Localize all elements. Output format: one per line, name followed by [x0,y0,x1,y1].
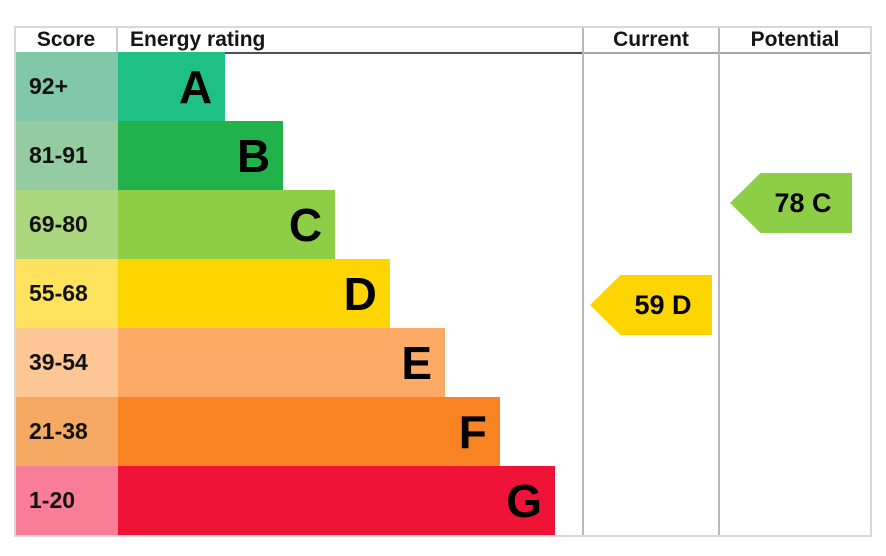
band-row-c: 69-80 C [16,190,870,259]
band-bar-cell: D [118,259,582,328]
header-energy-rating: Energy rating [118,28,582,54]
band-score-label: 55-68 [29,280,88,306]
band-bar-cell: C [118,190,582,259]
header-current: Current [582,28,718,54]
current-column-cell [582,190,718,259]
current-column-cell [582,52,718,121]
band-score-cell: 92+ [16,52,118,121]
potential-column-cell [718,328,870,397]
current-column-cell [582,121,718,190]
band-score-cell: 55-68 [16,259,118,328]
band-score-label: 39-54 [29,349,88,375]
current-column-cell [582,397,718,466]
band-bar-cell: B [118,121,582,190]
band-bar-cell: F [118,397,582,466]
current-column-cell [582,259,718,328]
band-score-cell: 1-20 [16,466,118,535]
band-bar: G [118,466,556,535]
potential-column-cell [718,466,870,535]
band-bar-cell: A [118,52,582,121]
epc-rating-table: Score Energy rating Current Potential 92… [14,26,872,537]
band-letter: B [236,129,271,182]
band-bar: B [118,121,284,190]
potential-column-cell [718,397,870,466]
current-column-cell [582,466,718,535]
current-column-cell [582,328,718,397]
band-letter: C [288,198,323,251]
band-bar-cell: E [118,328,582,397]
band-score-label: 21-38 [29,418,88,444]
potential-column-cell [718,52,870,121]
band-row-d: 55-68 D [16,259,870,328]
band-letter: E [401,336,433,389]
band-bar: A [118,52,226,121]
header-potential: Potential [718,28,870,54]
band-score-cell: 21-38 [16,397,118,466]
band-bar: D [118,259,390,328]
header-score: Score [16,28,118,54]
potential-column-cell [718,190,870,259]
band-bar: C [118,190,336,259]
band-bar: E [118,328,446,397]
current-rating-label: 59 D [634,289,692,320]
potential-column-cell [718,121,870,190]
band-row-b: 81-91 B [16,121,870,190]
potential-column-cell [718,259,870,328]
band-bar-cell: G [118,466,582,535]
band-score-cell: 39-54 [16,328,118,397]
band-letter: F [458,405,487,458]
band-score-label: 92+ [29,73,69,99]
potential-rating-label: 78 C [774,187,832,218]
band-score-label: 1-20 [29,487,76,513]
band-row-g: 1-20 G [16,466,870,535]
band-letter: D [343,267,377,320]
header-row: Score Energy rating Current Potential [16,28,870,54]
band-score-cell: 69-80 [16,190,118,259]
band-score-label: 81-91 [29,142,88,168]
band-row-a: 92+ A [16,52,870,121]
band-score-cell: 81-91 [16,121,118,190]
band-letter: A [178,60,213,113]
band-row-f: 21-38 F [16,397,870,466]
band-letter: G [506,474,543,527]
band-score-label: 69-80 [29,211,88,237]
band-bar: F [118,397,500,466]
band-row-e: 39-54 E [16,328,870,397]
